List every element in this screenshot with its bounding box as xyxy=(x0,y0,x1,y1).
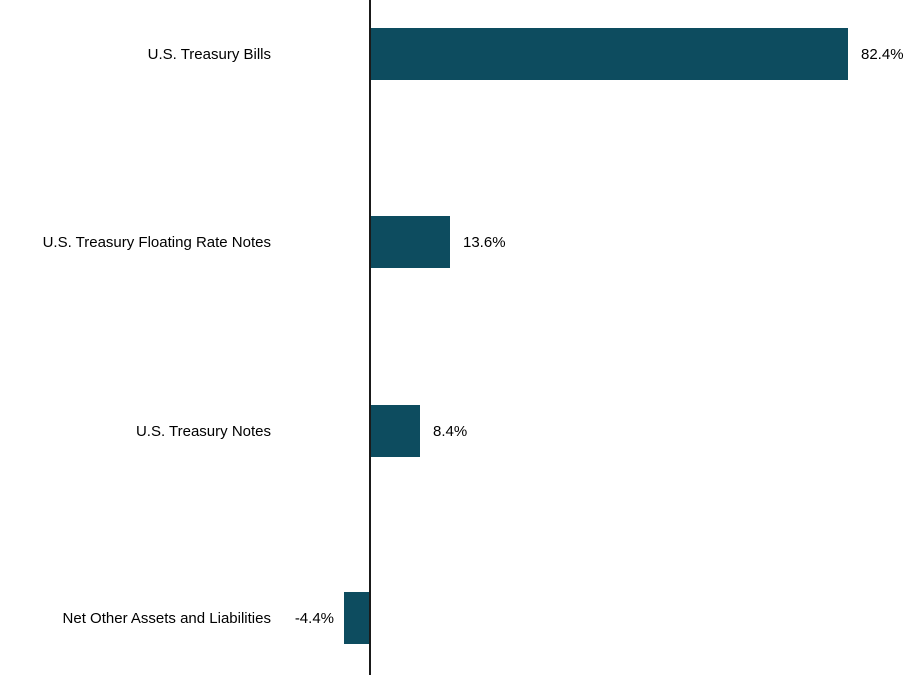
category-label: Net Other Assets and Liabilities xyxy=(62,609,271,627)
zero-axis-line xyxy=(369,0,371,675)
bar xyxy=(371,28,848,80)
bar xyxy=(371,405,420,457)
category-label: U.S. Treasury Floating Rate Notes xyxy=(42,233,271,251)
value-label: 8.4% xyxy=(433,422,468,440)
bar xyxy=(344,592,369,644)
category-label: U.S. Treasury Bills xyxy=(147,45,271,63)
value-label: 13.6% xyxy=(463,233,506,251)
category-label: U.S. Treasury Notes xyxy=(135,422,271,440)
value-label: 82.4% xyxy=(861,45,904,63)
bar xyxy=(371,216,450,268)
value-label: -4.4% xyxy=(294,609,334,627)
